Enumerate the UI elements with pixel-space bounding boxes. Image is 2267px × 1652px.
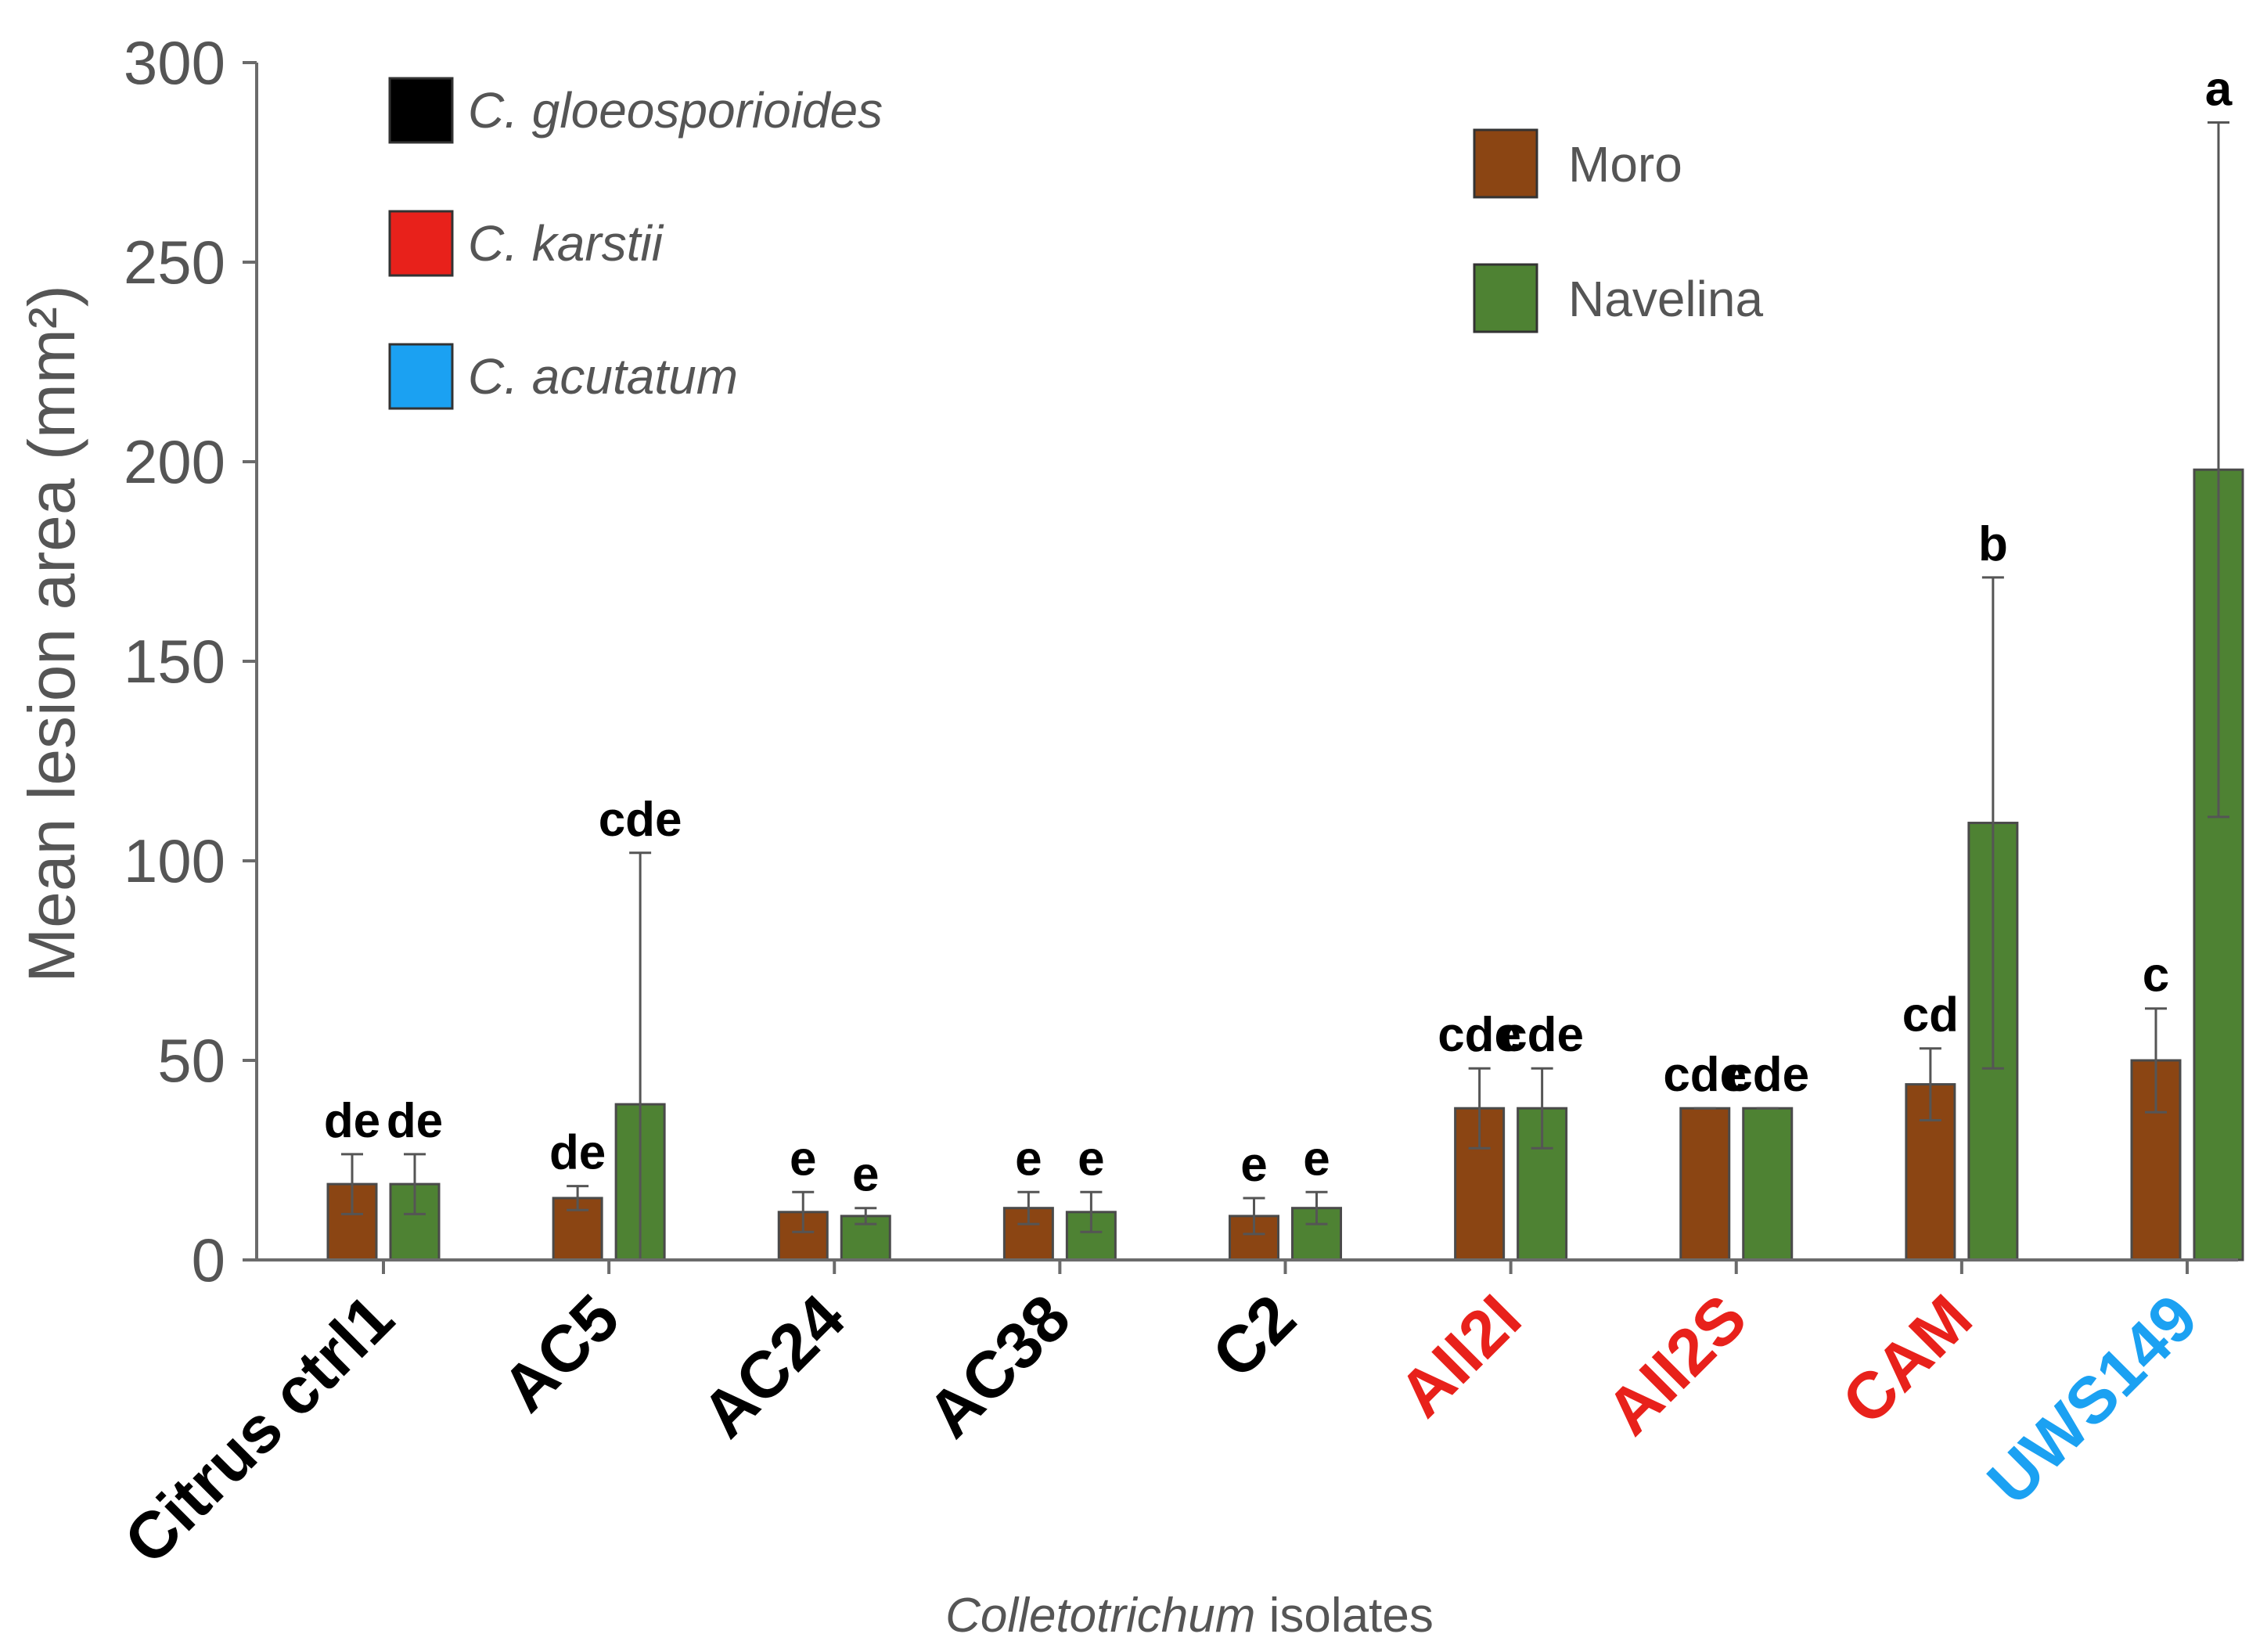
y-tick-label: 100: [124, 826, 225, 895]
cultivar-legend-swatch: [1473, 263, 1538, 333]
x-tick-label: CAM: [1828, 1280, 1986, 1438]
species-legend-swatch: [388, 210, 454, 277]
significance-label: b: [1978, 517, 2008, 571]
significance-label: de: [387, 1094, 443, 1148]
cultivar-legend-swatch: [1473, 128, 1538, 199]
bars-group: [326, 468, 2244, 1261]
y-axis-label: Mean lesion area (mm²): [15, 285, 88, 983]
species-legend-swatch: [388, 343, 454, 410]
significance-label: cd: [1902, 988, 1959, 1042]
x-tick-label: Citrus ctrl1: [110, 1280, 408, 1578]
cultivar-legend-label: Moro: [1568, 136, 1682, 193]
significance-label: cde: [1663, 1048, 1747, 1102]
cultivar-legend-label: Navelina: [1568, 271, 1763, 327]
x-tick-label: UWS149: [1974, 1280, 2211, 1518]
x-axis-label-rest: isolates: [1255, 1589, 1433, 1643]
cultivar-legend: Moro Navelina: [1473, 128, 1763, 333]
significance-label: e: [790, 1132, 816, 1186]
significance-label: cde: [1438, 1008, 1521, 1062]
significance-label: e: [852, 1148, 879, 1202]
x-tick-label: AII2I: [1384, 1280, 1535, 1431]
x-axis-label: Colletotrichum isolates: [945, 1589, 1434, 1643]
x-tick-label: AC24: [688, 1280, 859, 1452]
bar-navelina: [1742, 1107, 1794, 1261]
x-tick-label: AII2S: [1592, 1280, 1760, 1449]
x-tick-label: AC5: [488, 1280, 633, 1425]
y-tick-label: 50: [157, 1026, 225, 1095]
species-legend: C. gloeosporioides C. karstii C. acutatum: [388, 77, 883, 410]
significance-label: e: [1078, 1132, 1104, 1186]
significance-label: cde: [1500, 1008, 1584, 1062]
significance-label: de: [324, 1094, 380, 1148]
y-axis: 0 50 100 150 200 250 300: [124, 28, 258, 1294]
x-tick-label: AC38: [913, 1280, 1084, 1451]
x-axis: Citrus ctrl1 AC5 AC24 AC38 C2 AII2I AII2S CAMUW…: [110, 1258, 2238, 1578]
x-tick-label: C2: [1198, 1280, 1309, 1391]
significance-label: cde: [599, 793, 682, 847]
bar-moro: [1679, 1107, 1731, 1261]
species-legend-label: C. karstii: [468, 215, 664, 272]
significance-label: c: [2143, 948, 2169, 1002]
y-tick-label: 200: [124, 427, 225, 496]
x-axis-label-italic: Colletotrichum: [945, 1589, 1255, 1643]
species-legend-swatch: [388, 77, 454, 144]
significance-label: cde: [1725, 1048, 1809, 1102]
significance-label: e: [1303, 1132, 1330, 1186]
y-tick-label: 250: [124, 228, 225, 297]
error-bars-group: [341, 121, 2229, 1261]
significance-label: a: [2205, 63, 2233, 117]
y-tick-label: 0: [192, 1226, 225, 1294]
species-legend-label: C. gloeosporioides: [468, 82, 883, 139]
significance-label: e: [1015, 1132, 1042, 1186]
y-tick-label: 150: [124, 627, 225, 696]
significance-label: de: [549, 1126, 606, 1180]
y-tick-label: 300: [124, 28, 225, 97]
significance-label: e: [1240, 1138, 1267, 1192]
species-legend-label: C. acutatum: [468, 348, 738, 405]
